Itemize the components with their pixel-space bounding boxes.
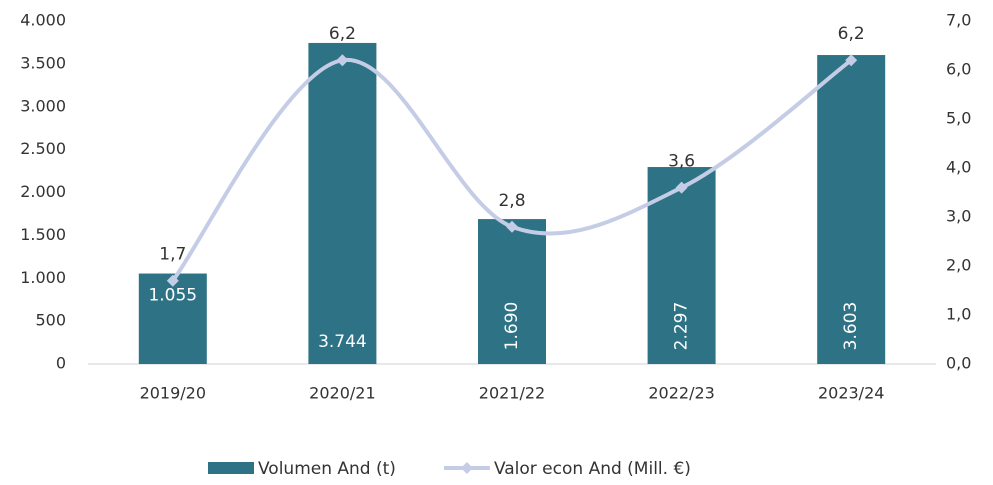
legend-marker xyxy=(460,462,473,474)
bar xyxy=(817,55,886,364)
y-tick-label: 3.500 xyxy=(20,53,66,72)
x-tick-label: 2020/21 xyxy=(309,384,375,403)
line-value-label: 2,8 xyxy=(498,191,525,211)
line-marker xyxy=(166,274,179,287)
y-tick-label: 2.500 xyxy=(20,139,66,158)
y2-tick-label: 7,0 xyxy=(946,11,971,30)
x-tick-label: 2021/22 xyxy=(479,384,545,403)
line-marker xyxy=(845,54,858,67)
line-marker xyxy=(675,181,688,194)
legend-label: Valor econ And (Mill. €) xyxy=(494,459,691,479)
line-value-label: 1,7 xyxy=(159,245,186,265)
x-tick-label: 2022/23 xyxy=(648,384,714,403)
y2-tick-label: 5,0 xyxy=(946,109,971,128)
line-value-label: 6,2 xyxy=(838,24,865,44)
legend-swatch xyxy=(208,462,254,474)
bar-value-label: 1.690 xyxy=(502,302,522,351)
y-tick-label: 3.000 xyxy=(20,96,66,115)
bar xyxy=(478,219,546,364)
y2-tick-label: 1,0 xyxy=(946,305,971,324)
bar-value-label: 3.603 xyxy=(841,302,861,351)
y2-tick-label: 0,0 xyxy=(946,354,971,373)
line-marker xyxy=(506,220,518,233)
bar-value-label: 3.744 xyxy=(318,332,367,352)
y-tick-label: 4.000 xyxy=(20,11,66,30)
y2-tick-label: 3,0 xyxy=(946,207,971,226)
bar-value-label: 1.055 xyxy=(148,286,197,306)
line xyxy=(171,58,853,282)
bar-value-label: 2.297 xyxy=(672,302,692,351)
y-tick-label: 2.000 xyxy=(20,182,66,201)
y2-tick-label: 6,0 xyxy=(946,60,971,79)
line-value-label: 6,2 xyxy=(329,24,356,44)
x-tick-label: 2023/24 xyxy=(818,384,884,403)
bar xyxy=(138,273,207,364)
y-tick-label: 1.500 xyxy=(20,225,66,244)
x-tick-label: 2019/20 xyxy=(140,384,206,403)
legend-label: Volumen And (t) xyxy=(258,459,396,479)
line-marker xyxy=(336,54,349,67)
y-tick-label: 1.000 xyxy=(20,268,66,287)
y2-tick-label: 2,0 xyxy=(946,256,971,275)
y-tick-label: 500 xyxy=(35,311,66,330)
y2-tick-label: 4,0 xyxy=(946,158,971,177)
line-value-label: 3,6 xyxy=(668,152,695,172)
bar xyxy=(308,42,377,365)
y-tick-label: 0 xyxy=(56,354,66,373)
